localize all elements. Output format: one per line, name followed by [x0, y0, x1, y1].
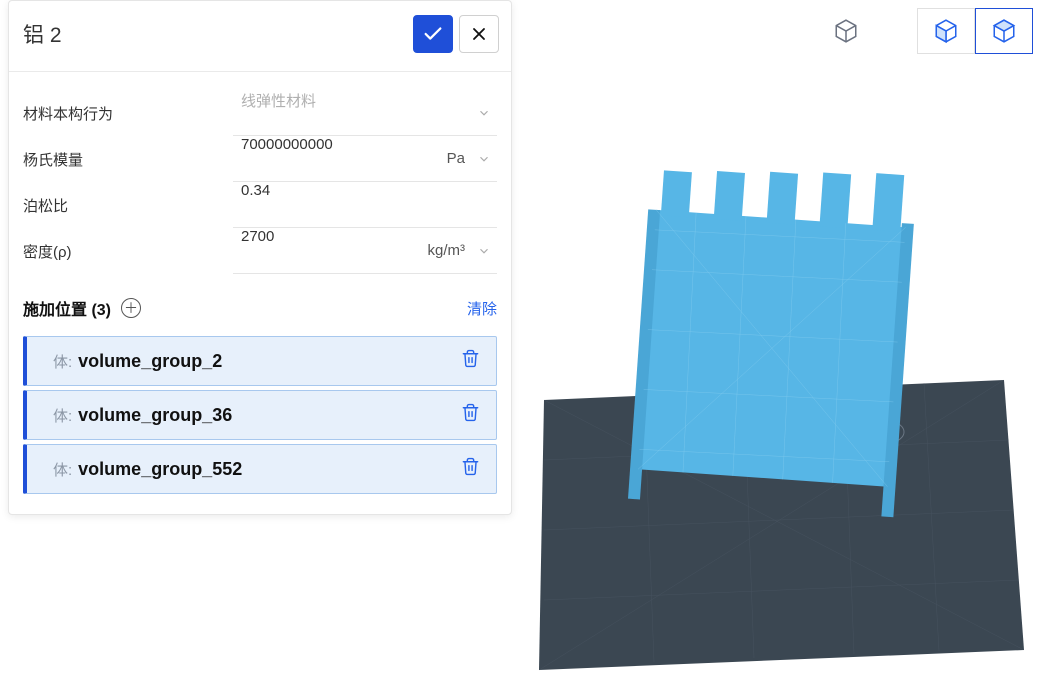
property-row: 泊松比 0.34	[23, 182, 497, 228]
item-prefix: 体:	[53, 351, 72, 372]
clear-link[interactable]: 清除	[467, 298, 497, 319]
property-value-wrap[interactable]: 线弹性材料	[233, 90, 497, 136]
view-mode-shaded[interactable]	[975, 8, 1033, 54]
add-button[interactable]: ＋	[121, 298, 141, 318]
property-label: 泊松比	[23, 195, 233, 216]
confirm-button[interactable]	[413, 15, 453, 53]
item-name: volume_group_552	[78, 459, 461, 480]
material-panel: 铝 2 材料本构行为 线弹性材料 杨氏模量 70000000000 P	[8, 0, 512, 515]
list-item[interactable]: 体: volume_group_552	[23, 444, 497, 494]
item-name: volume_group_36	[78, 405, 461, 426]
chevron-down-icon[interactable]	[471, 152, 497, 166]
trash-icon[interactable]	[461, 403, 480, 427]
view-mode-solid[interactable]	[917, 8, 975, 54]
section-header: 施加位置 (3) ＋ 清除	[23, 296, 497, 320]
cube-outline-icon	[833, 18, 859, 44]
property-value-wrap[interactable]: 2700 kg/m³	[233, 228, 497, 274]
list-item[interactable]: 体: volume_group_36	[23, 390, 497, 440]
property-label: 密度(ρ)	[23, 241, 233, 262]
property-unit: kg/m³	[422, 242, 472, 259]
item-name: volume_group_2	[78, 351, 461, 372]
section-left: 施加位置 (3) ＋	[23, 296, 141, 320]
panel-header: 铝 2	[9, 1, 511, 72]
trash-icon[interactable]	[461, 457, 480, 481]
model-heatsink	[628, 157, 917, 517]
property-value-wrap[interactable]: 70000000000 Pa	[233, 136, 497, 182]
view-toolbar	[817, 8, 1033, 54]
property-value[interactable]: 2700	[241, 228, 422, 273]
property-value[interactable]: 0.34	[241, 182, 497, 227]
list-item[interactable]: 体: volume_group_2	[23, 336, 497, 386]
cube-shaded-icon	[991, 18, 1017, 44]
item-prefix: 体:	[53, 405, 72, 426]
plus-icon: ＋	[124, 301, 138, 315]
property-row: 密度(ρ) 2700 kg/m³	[23, 228, 497, 274]
model-svg	[514, 0, 1041, 693]
trash-icon[interactable]	[461, 349, 480, 373]
model-area[interactable]	[514, 0, 1041, 693]
property-unit: Pa	[441, 150, 471, 167]
close-button[interactable]	[459, 15, 499, 53]
property-label: 杨氏模量	[23, 149, 233, 170]
viewport[interactable]	[514, 0, 1041, 693]
close-icon	[469, 24, 489, 44]
property-label: 材料本构行为	[23, 103, 233, 124]
check-icon	[422, 23, 444, 45]
chevron-down-icon[interactable]	[471, 106, 497, 120]
property-value[interactable]: 线弹性材料	[241, 90, 471, 135]
property-value[interactable]: 70000000000	[241, 136, 441, 181]
section-title: 施加位置 (3)	[23, 296, 111, 320]
panel-body: 材料本构行为 线弹性材料 杨氏模量 70000000000 Pa 泊松比 0.3…	[9, 72, 511, 514]
chevron-down-icon[interactable]	[471, 244, 497, 258]
property-row: 杨氏模量 70000000000 Pa	[23, 136, 497, 182]
panel-title: 铝 2	[23, 19, 62, 49]
item-prefix: 体:	[53, 459, 72, 480]
header-actions	[413, 15, 499, 53]
property-row: 材料本构行为 线弹性材料	[23, 90, 497, 136]
cube-solid-icon	[933, 18, 959, 44]
property-value-wrap[interactable]: 0.34	[233, 182, 497, 228]
view-mode-wireframe[interactable]	[817, 8, 875, 54]
